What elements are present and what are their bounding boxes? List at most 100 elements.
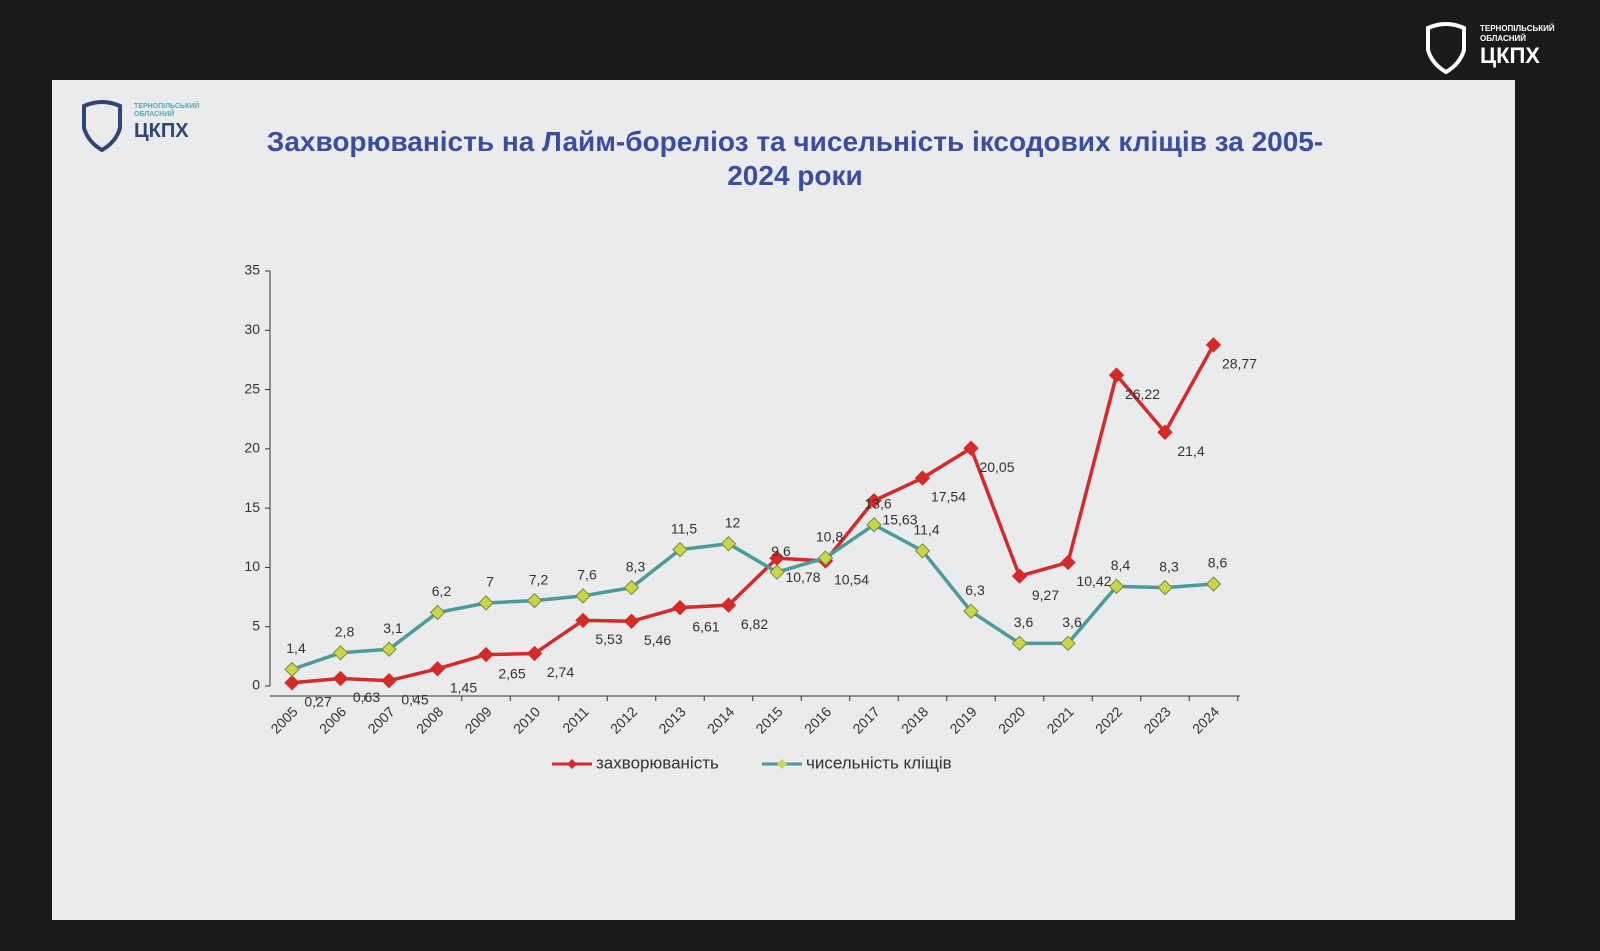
marker (575, 588, 591, 604)
data-label: 3,6 (1014, 614, 1034, 630)
marker (963, 603, 979, 620)
marker (526, 645, 543, 662)
y-tick-label: 25 (244, 380, 260, 396)
x-tick-label: 2010 (510, 703, 543, 736)
marker (1011, 568, 1028, 584)
marker (332, 670, 349, 687)
slide-logo: ТЕРНОПІЛЬСЬКИЙ ОБЛАСНИЙ ЦКПХ (134, 103, 199, 143)
data-label: 13,6 (864, 495, 891, 511)
marker (1011, 635, 1028, 652)
data-label: 8,6 (1208, 555, 1228, 571)
x-tick-label: 2007 (364, 703, 397, 736)
x-tick-label: 2018 (898, 703, 931, 736)
marker (817, 550, 834, 566)
x-tick-label: 2015 (752, 703, 785, 736)
x-tick-label: 2009 (461, 703, 494, 736)
data-label: 10,78 (785, 569, 820, 585)
x-tick-label: 2024 (1189, 703, 1222, 736)
data-label: 3,6 (1062, 614, 1082, 630)
data-label: 7,2 (529, 571, 549, 587)
marker (1060, 635, 1076, 652)
chart-title: Захворюваність на Лайм-бореліоз та чисел… (266, 126, 1324, 191)
y-tick-label: 30 (244, 321, 260, 337)
logo-name: ЦКПХ (1480, 43, 1540, 68)
data-label: 1,4 (286, 640, 306, 656)
data-label: 10,54 (834, 572, 869, 588)
x-tick-label: 2005 (267, 703, 300, 736)
data-label: 12 (725, 514, 741, 530)
data-label: 26,22 (1125, 386, 1160, 402)
data-label: 11,5 (671, 520, 697, 536)
data-label: 8,4 (1111, 557, 1131, 573)
y-tick-label: 20 (244, 440, 260, 456)
y-tick-label: 5 (252, 617, 260, 633)
data-label: 9,6 (771, 543, 791, 559)
data-label: 5,46 (644, 632, 671, 648)
marker (284, 661, 300, 678)
legend-label: чисельність кліщів (806, 753, 952, 772)
marker (866, 492, 882, 509)
marker (623, 579, 640, 596)
y-tick-label: 10 (244, 558, 260, 574)
data-label: 28,77 (1222, 356, 1257, 372)
logo-kind: ОБЛАСНИЙ (1480, 34, 1527, 43)
logo-kind: ОБЛАСНИЙ (134, 111, 175, 118)
logo-name: ЦКПХ (134, 120, 189, 142)
marker (963, 440, 979, 456)
marker (1108, 578, 1125, 595)
marker (672, 599, 688, 616)
data-label: 6,82 (741, 616, 768, 632)
marker (1157, 424, 1173, 440)
data-label: 0,27 (304, 694, 331, 710)
legend-marker (777, 759, 787, 769)
corner-logo: ТЕРНОПІЛЬСЬКИЙ ОБЛАСНИЙ ЦКПХ (1480, 24, 1555, 68)
marker (1108, 367, 1125, 383)
x-tick-label: 2013 (655, 703, 688, 736)
data-label: 8,3 (1159, 558, 1179, 574)
x-tick-label: 2022 (1092, 703, 1125, 736)
data-label: 7 (486, 574, 494, 590)
x-tick-label: 2020 (995, 703, 1028, 736)
logo-icon (1426, 22, 1466, 75)
series-line (291, 344, 1216, 685)
data-label: 10,42 (1076, 573, 1111, 589)
data-label: 2,65 (498, 665, 525, 681)
marker (769, 564, 785, 580)
slide (52, 80, 1515, 920)
x-tick-label: 2017 (849, 703, 882, 736)
marker (381, 641, 397, 657)
data-label: 8,3 (626, 558, 646, 574)
data-label: 7,6 (577, 567, 597, 583)
marker (720, 597, 737, 613)
marker (672, 541, 688, 558)
marker (526, 592, 543, 609)
y-tick-label: 0 (252, 677, 260, 693)
data-label: 17,54 (931, 489, 966, 505)
data-label: 1,45 (450, 680, 477, 696)
data-label: 2,74 (547, 664, 574, 680)
x-tick-label: 2012 (607, 703, 640, 736)
marker (1060, 554, 1076, 571)
marker (914, 470, 931, 486)
marker (1157, 579, 1173, 596)
marker (381, 672, 397, 689)
data-label: 11,4 (913, 522, 939, 538)
data-label: 0,63 (353, 689, 380, 705)
data-label: 2,8 (335, 624, 355, 640)
marker (429, 661, 446, 677)
x-tick-label: 2016 (801, 703, 834, 736)
marker (284, 675, 300, 691)
marker (575, 612, 591, 629)
data-label: 0,45 (401, 691, 428, 707)
x-tick-label: 2014 (704, 703, 737, 736)
marker (429, 604, 446, 621)
x-tick-label: 2023 (1140, 703, 1173, 736)
data-label: 6,3 (965, 582, 985, 598)
data-label: 6,61 (692, 618, 719, 634)
legend-label: захворюваність (596, 753, 719, 772)
data-label: 15,63 (882, 511, 917, 527)
x-tick-label: 2021 (1043, 703, 1076, 736)
y-tick-label: 35 (244, 262, 260, 278)
